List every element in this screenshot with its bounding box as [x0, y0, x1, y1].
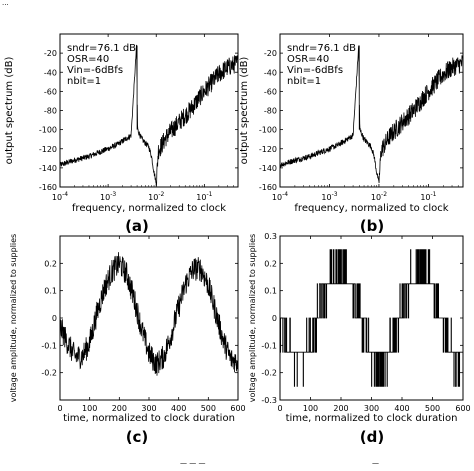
y-tick-label: -0.3 [261, 396, 277, 405]
y-tick-label: -120 [39, 145, 57, 154]
x-tick-label: 10-4 [52, 191, 68, 202]
panel-label: (c) [126, 428, 149, 446]
bottom-fragment-left: — — — [180, 459, 205, 467]
x-tick-label: 400 [394, 404, 409, 413]
chart-panel-a: -160 -140 -120 -100 -80 -60 -40 -20 10-4 10-3 10-2… [4, 33, 239, 235]
x-tick-label: 10-1 [420, 191, 436, 202]
annotation: OSR=40 [67, 54, 109, 65]
x-tick-label: 10-2 [371, 191, 387, 202]
y-tick-label: -160 [259, 183, 277, 192]
annotation: nbit=1 [67, 76, 101, 87]
x-tick-label: 600 [455, 404, 470, 413]
y-tick-label: 0 [272, 314, 277, 323]
y-tick-label: 0 [52, 314, 57, 323]
y-tick-label: -100 [39, 126, 57, 135]
y-tick-label: -0.2 [261, 369, 277, 378]
y-tick-label: 0.2 [264, 259, 277, 268]
panel-label: (a) [125, 217, 149, 235]
x-tick-label: 0 [57, 404, 62, 413]
x-tick-label: 10-3 [100, 191, 116, 202]
x-tick-label: 400 [171, 404, 186, 413]
y-tick-label: -80 [44, 107, 57, 116]
y-tick-label: 0.1 [264, 287, 277, 296]
panel-label: (b) [360, 217, 384, 235]
y-tick-label: -20 [264, 49, 277, 58]
y-axis-label: voltage amplitude, normalized to supplie… [9, 234, 18, 402]
y-tick-label: -120 [259, 145, 277, 154]
y-tick-label: 0.1 [44, 287, 57, 296]
y-tick-label: -160 [39, 183, 57, 192]
x-tick-label: 0 [277, 404, 282, 413]
annotation: Vin=-6dBfs [287, 65, 343, 76]
x-axis-label: frequency, normalized to clock [294, 203, 448, 214]
x-tick-label: 500 [425, 404, 440, 413]
x-axis-label: frequency, normalized to clock [72, 203, 226, 214]
y-tick-label: 0.3 [264, 232, 277, 241]
y-tick-label: -80 [264, 107, 277, 116]
series-line [279, 45, 464, 184]
chart-panel-c: -0.2 -0.1 0 0.1 0.2 0 100 200 300 400 500 600time, … [9, 234, 246, 446]
x-tick-label: 500 [201, 404, 216, 413]
series-line [279, 249, 463, 387]
panel-label: (d) [360, 428, 384, 446]
y-tick-label: -0.2 [41, 369, 57, 378]
x-tick-label: 300 [364, 404, 379, 413]
y-axis-label: output spectrum (dB) [4, 57, 15, 165]
y-tick-label: -140 [39, 164, 57, 173]
y-tick-label: -100 [259, 126, 277, 135]
series-line [59, 44, 239, 187]
x-tick-label: 200 [112, 404, 127, 413]
x-axis-label: time, normalized to clock duration [286, 413, 458, 424]
y-tick-label: -40 [264, 68, 277, 77]
chart-panel-d: -0.3 -0.2 -0.1 0 0.1 0.2 0.3 0 100 200 300 400 500 60… [248, 232, 471, 446]
y-axis-label: output spectrum (dB) [239, 57, 250, 165]
annotation: sndr=76.1 dB [67, 43, 136, 54]
top-fragment: ... [2, 0, 9, 7]
y-tick-label: -20 [44, 49, 57, 58]
y-tick-label: -0.1 [41, 341, 57, 350]
x-tick-label: 10-3 [321, 191, 337, 202]
x-tick-label: 100 [303, 404, 318, 413]
x-tick-label: 200 [333, 404, 348, 413]
x-tick-label: 10-2 [148, 191, 164, 202]
chart-panel-b: -160 -140 -120 -100 -80 -60 -40 -20 10-4 10-3 10-2… [239, 33, 464, 235]
x-tick-label: 10-1 [196, 191, 212, 202]
y-tick-label: -0.1 [261, 341, 277, 350]
x-tick-label: 10-4 [272, 191, 288, 202]
annotation: nbit=1 [287, 76, 321, 87]
y-tick-label: 0.2 [44, 259, 57, 268]
annotation: Vin=-6dBfs [67, 65, 123, 76]
y-tick-label: -40 [44, 68, 57, 77]
x-tick-label: 600 [230, 404, 245, 413]
bottom-fragment-right: — [372, 459, 379, 467]
x-tick-label: 300 [141, 404, 156, 413]
annotation: sndr=76.1 dB [287, 43, 356, 54]
y-tick-label: -60 [264, 87, 277, 96]
y-tick-label: -140 [259, 164, 277, 173]
annotation: OSR=40 [287, 54, 329, 65]
series-line [59, 252, 239, 376]
plot-frame [59, 235, 239, 401]
y-axis-label: voltage amplitude, normalized to supplie… [248, 234, 257, 402]
x-axis-label: time, normalized to clock duration [63, 413, 235, 424]
y-tick-label: -60 [44, 87, 57, 96]
x-tick-label: 100 [82, 404, 97, 413]
